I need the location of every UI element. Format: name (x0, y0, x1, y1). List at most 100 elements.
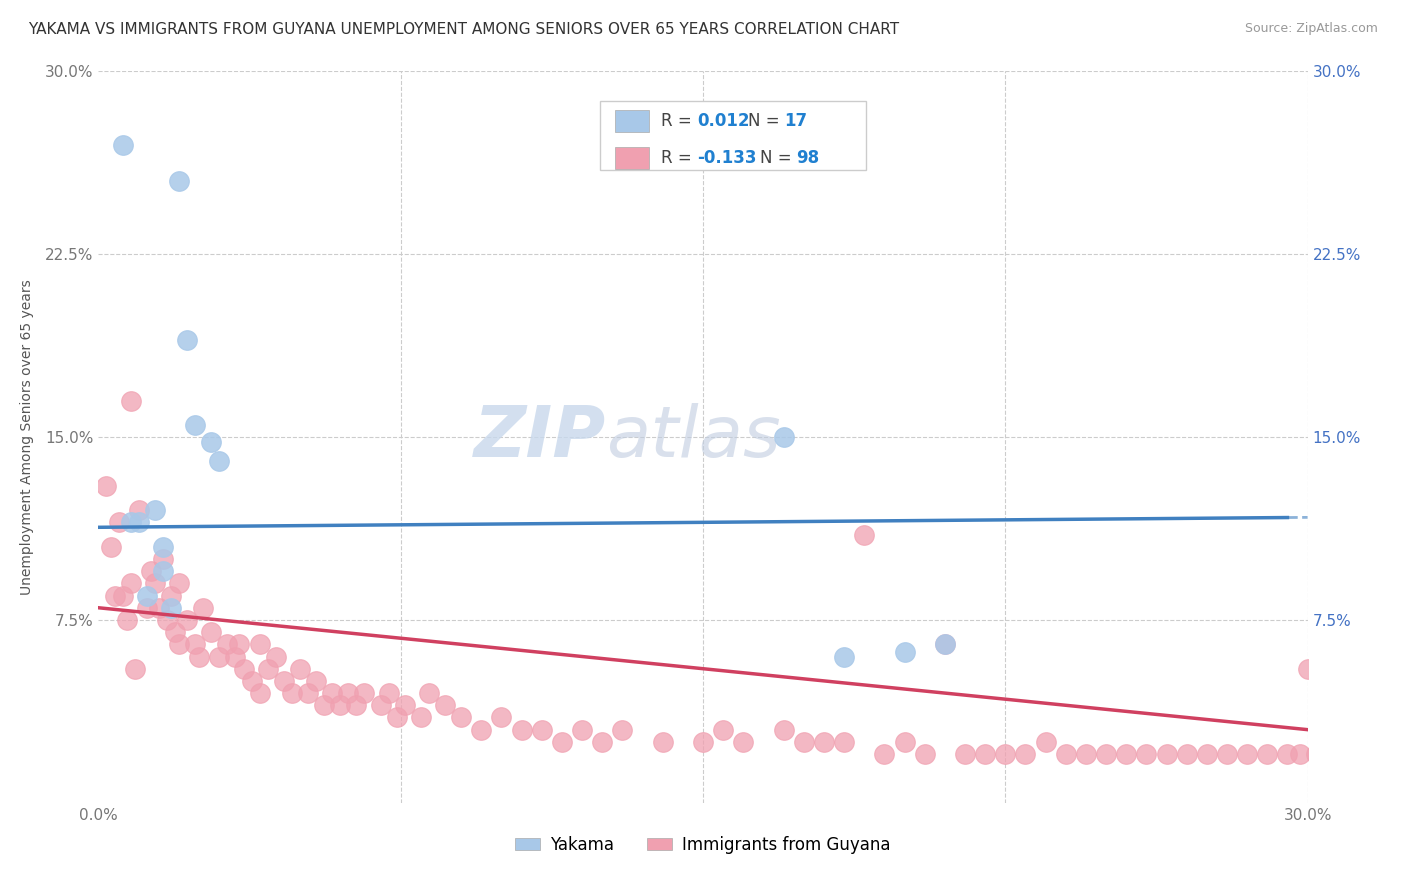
Point (200, 625, 222, 640)
Point (772, 430, 794, 444)
Point (418, 686, 440, 700)
Point (184, 637, 207, 651)
Text: N =: N = (748, 112, 785, 130)
Point (772, 723, 794, 737)
Point (853, 527, 876, 541)
Point (193, 600, 215, 615)
Point (273, 673, 295, 688)
Point (128, 516, 150, 530)
Point (120, 576, 142, 591)
Point (124, 662, 146, 676)
Point (394, 698, 416, 713)
Point (240, 673, 263, 688)
Point (1014, 747, 1036, 761)
Point (1074, 747, 1097, 761)
Point (711, 723, 734, 737)
Point (1256, 747, 1278, 761)
Point (200, 434, 222, 449)
Point (160, 600, 183, 615)
Point (1305, 747, 1327, 761)
Point (470, 723, 492, 737)
Text: -0.133: -0.133 (697, 149, 756, 167)
Point (96, 479, 118, 493)
Point (337, 686, 360, 700)
Point (1115, 747, 1137, 761)
Point (167, 637, 190, 651)
Point (176, 333, 198, 347)
Point (1195, 747, 1218, 761)
Point (953, 747, 976, 761)
Point (139, 564, 162, 578)
Point (1329, 747, 1351, 761)
Point (184, 417, 207, 432)
Point (152, 564, 174, 578)
Point (491, 710, 513, 724)
Point (813, 735, 835, 749)
Point (530, 723, 553, 737)
Point (591, 735, 613, 749)
Point (692, 735, 714, 749)
FancyBboxPatch shape (614, 111, 648, 132)
Point (1337, 710, 1360, 724)
Point (344, 698, 367, 713)
Point (1216, 747, 1239, 761)
Point (434, 698, 457, 713)
Point (314, 698, 336, 713)
Point (264, 649, 287, 664)
Point (148, 600, 170, 615)
Point (256, 662, 278, 676)
Point (115, 613, 138, 627)
Text: R =: R = (661, 112, 697, 130)
Point (208, 649, 231, 664)
Point (450, 710, 472, 724)
Point (228, 637, 250, 651)
Point (176, 613, 198, 627)
Point (111, 589, 134, 603)
Point (1277, 747, 1299, 761)
Point (1316, 747, 1339, 761)
Point (111, 137, 134, 152)
Point (107, 516, 129, 530)
Point (1035, 735, 1057, 749)
Point (551, 735, 574, 749)
Point (100, 540, 122, 554)
Point (893, 645, 915, 659)
Point (135, 589, 157, 603)
Point (974, 747, 997, 761)
Point (224, 649, 246, 664)
Point (167, 576, 190, 591)
Point (329, 698, 352, 713)
Text: 17: 17 (785, 112, 807, 130)
Point (873, 747, 896, 761)
Point (832, 735, 855, 749)
Point (143, 503, 166, 517)
Point (377, 686, 399, 700)
Point (914, 747, 936, 761)
Point (297, 686, 319, 700)
Text: ZIP: ZIP (474, 402, 606, 472)
Point (321, 686, 343, 700)
Point (893, 735, 915, 749)
Point (103, 589, 125, 603)
Point (370, 698, 392, 713)
Point (510, 723, 533, 737)
Point (128, 503, 150, 517)
Point (120, 393, 142, 408)
Point (163, 625, 186, 640)
Text: 98: 98 (796, 149, 820, 167)
Point (1296, 662, 1319, 676)
FancyBboxPatch shape (614, 146, 648, 169)
Point (1236, 747, 1258, 761)
Legend: Yakama, Immigrants from Guyana: Yakama, Immigrants from Guyana (509, 829, 897, 860)
Point (208, 454, 231, 468)
Text: 0.012: 0.012 (697, 112, 749, 130)
Point (793, 735, 815, 749)
Text: N =: N = (759, 149, 797, 167)
Point (934, 637, 956, 651)
Point (1156, 747, 1178, 761)
Text: R =: R = (661, 149, 697, 167)
Point (288, 662, 311, 676)
Point (156, 613, 179, 627)
Point (1175, 747, 1198, 761)
Point (143, 576, 166, 591)
